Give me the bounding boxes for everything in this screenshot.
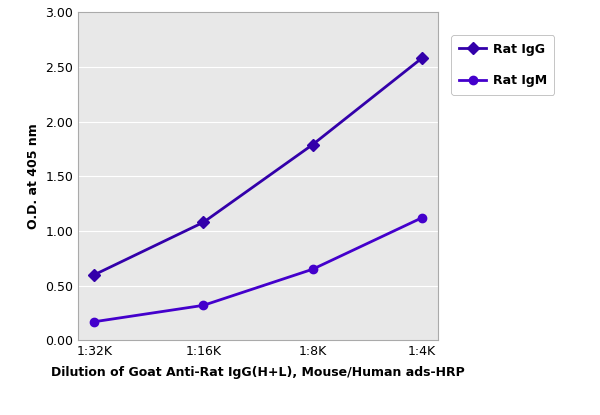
- Rat IgG: [200, 220, 207, 225]
- Rat IgG: [309, 142, 316, 147]
- Y-axis label: O.D. at 405 nm: O.D. at 405 nm: [26, 124, 40, 229]
- Rat IgM: [91, 319, 98, 324]
- Line: Rat IgG: Rat IgG: [90, 54, 426, 279]
- Rat IgM: [309, 267, 316, 272]
- Rat IgM: [200, 303, 207, 308]
- Rat IgM: [418, 215, 425, 220]
- X-axis label: Dilution of Goat Anti-Rat IgG(H+L), Mouse/Human ads-HRP: Dilution of Goat Anti-Rat IgG(H+L), Mous…: [51, 366, 465, 379]
- Legend: Rat IgG, Rat IgM: Rat IgG, Rat IgM: [451, 35, 554, 95]
- Line: Rat IgM: Rat IgM: [90, 214, 426, 326]
- Rat IgG: [91, 272, 98, 277]
- Rat IgG: [418, 56, 425, 61]
